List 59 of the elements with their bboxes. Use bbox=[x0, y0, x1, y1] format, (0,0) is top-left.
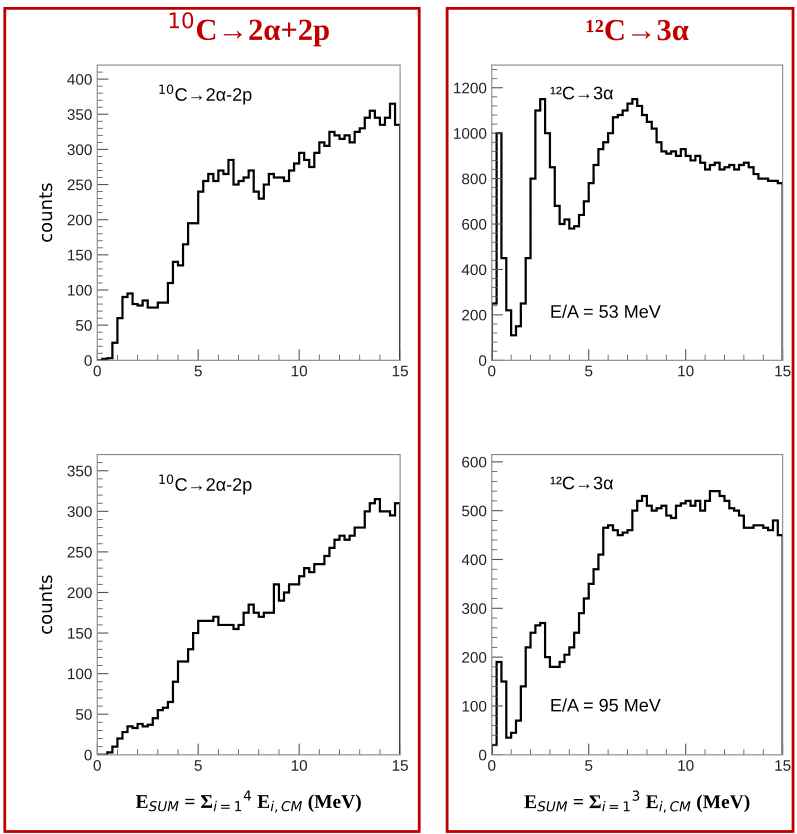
y-tick-label: 300 bbox=[67, 144, 92, 156]
y-tick-label: 500 bbox=[462, 506, 486, 516]
x-tick-label: 0 bbox=[488, 760, 496, 771]
x-axis-title: E$_{SUM}$ = Σ$_{i=1}$$^{3}$ E$_{i,CM}$ (MeV) bbox=[524, 790, 750, 813]
y-tick-label: 250 bbox=[68, 179, 92, 190]
x-axis-title: E$_{SUM}$ = Σ$_{i=1}$$^{4}$ E$_{i,CM}$ (MeV) bbox=[136, 790, 361, 813]
y-tick-label: 100 bbox=[68, 284, 92, 296]
x-tick-label: 15 bbox=[392, 366, 408, 376]
annotation: E/A = 95 MeV bbox=[551, 698, 661, 712]
chart-title: $^{10}$C→2α+2p bbox=[170, 12, 329, 46]
y-axis-title: counts bbox=[39, 575, 52, 634]
y-tick-label: 1200 bbox=[454, 82, 486, 94]
y-tick-label: 150 bbox=[68, 628, 92, 639]
y-tick-label: 300 bbox=[462, 603, 486, 614]
y-tick-label: 350 bbox=[67, 109, 92, 120]
y-tick-label: 300 bbox=[67, 506, 92, 518]
x-tick-label: 10 bbox=[292, 366, 308, 376]
x-tick-label: 15 bbox=[775, 760, 791, 771]
y-tick-label: 0 bbox=[478, 750, 486, 760]
y-tick-label: 100 bbox=[462, 700, 486, 712]
x-tick-label: 0 bbox=[94, 760, 101, 771]
y-tick-label: 600 bbox=[462, 218, 486, 230]
y-tick-label: 0 bbox=[84, 750, 92, 760]
annotation: $^{10}$C→2α-2p bbox=[159, 474, 252, 494]
y-tick-label: 200 bbox=[462, 310, 486, 321]
x-tick-label: 10 bbox=[678, 760, 694, 771]
y-tick-label: 400 bbox=[462, 264, 486, 276]
chart-title: ¹²C→3α bbox=[586, 20, 689, 40]
y-tick-label: 0 bbox=[478, 355, 486, 366]
x-tick-label: 0 bbox=[488, 366, 496, 376]
y-tick-label: 600 bbox=[462, 456, 486, 468]
annotation: ¹²C→3α bbox=[550, 476, 614, 490]
y-tick-label: 800 bbox=[462, 173, 486, 184]
x-tick-label: 5 bbox=[194, 760, 202, 771]
x-tick-label: 5 bbox=[585, 760, 592, 771]
y-tick-label: 400 bbox=[462, 554, 486, 566]
y-tick-label: 100 bbox=[68, 668, 92, 680]
y-tick-label: 200 bbox=[68, 214, 92, 226]
y-axis-title: counts bbox=[39, 183, 52, 242]
y-tick-label: 150 bbox=[68, 250, 92, 261]
y-tick-label: 0 bbox=[84, 355, 92, 366]
annotation: E/A = 53 MeV bbox=[551, 304, 661, 318]
x-tick-label: 0 bbox=[94, 366, 101, 376]
x-tick-label: 5 bbox=[194, 366, 202, 376]
y-tick-label: 400 bbox=[67, 74, 92, 85]
x-tick-label: 10 bbox=[678, 366, 694, 376]
y-tick-label: 1000 bbox=[454, 128, 486, 139]
x-tick-label: 15 bbox=[775, 366, 791, 376]
x-tick-label: 5 bbox=[585, 366, 592, 376]
y-tick-label: 50 bbox=[76, 320, 92, 331]
annotation: $^{10}$C→2α-2p bbox=[159, 84, 252, 105]
x-tick-label: 15 bbox=[392, 760, 408, 771]
annotation: ¹²C→3α bbox=[550, 86, 614, 100]
y-tick-label: 200 bbox=[68, 587, 92, 598]
y-tick-label: 250 bbox=[68, 546, 92, 558]
y-tick-label: 350 bbox=[67, 466, 92, 476]
x-tick-label: 10 bbox=[292, 760, 308, 771]
y-tick-label: 50 bbox=[76, 709, 92, 720]
y-tick-label: 200 bbox=[462, 652, 486, 663]
